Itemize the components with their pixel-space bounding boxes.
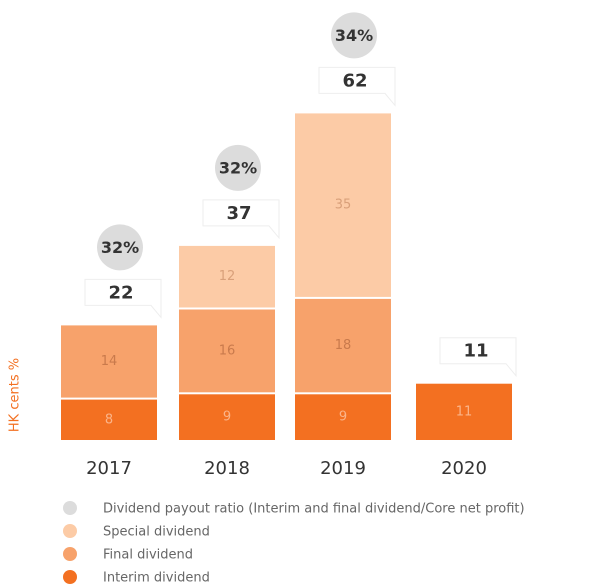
legend-label: Final dividend <box>103 548 193 563</box>
segment-label: 9 <box>223 410 231 425</box>
x-tick-label: 2018 <box>204 458 250 479</box>
x-tick-label: 2020 <box>441 458 487 479</box>
total-callout <box>439 337 517 378</box>
segment-label: 12 <box>219 269 236 284</box>
bar-segment <box>295 298 391 393</box>
ratio-label: 34% <box>335 26 373 45</box>
total-label: 37 <box>226 203 251 224</box>
total-label: 62 <box>342 70 367 91</box>
bar-segment <box>295 113 391 297</box>
ratio-bubble <box>215 144 261 191</box>
bar-segment <box>416 383 512 440</box>
ratio-label: 32% <box>101 238 139 257</box>
total-label: 22 <box>108 282 133 303</box>
segment-label: 8 <box>105 412 113 427</box>
x-tick-label: 2019 <box>320 458 366 479</box>
segment-label: 16 <box>219 343 236 358</box>
legend-swatch <box>63 547 77 561</box>
total-callout <box>202 199 280 240</box>
legend-swatch <box>63 501 77 515</box>
ratio-bubble <box>97 224 143 271</box>
legend-label: Special dividend <box>103 525 210 540</box>
y-axis-label: HK cents % <box>8 358 23 432</box>
bar-segment <box>61 399 157 440</box>
total-callout <box>318 66 396 107</box>
bar-segment <box>179 394 275 440</box>
legend-swatch <box>63 524 77 538</box>
total-label: 11 <box>463 341 488 362</box>
x-tick-label: 2017 <box>86 458 132 479</box>
legend-swatch <box>63 570 77 584</box>
segment-label: 18 <box>335 338 352 353</box>
bar-segment <box>61 325 157 398</box>
ratio-bubble <box>331 12 377 59</box>
total-callout <box>84 278 162 319</box>
legend-label: Dividend payout ratio (Interim and final… <box>103 502 525 517</box>
segment-label: 14 <box>101 354 118 369</box>
bar-segment <box>295 394 391 440</box>
segment-label: 11 <box>456 404 473 419</box>
bar-segment <box>179 245 275 308</box>
segment-label: 9 <box>339 410 347 425</box>
legend-label: Interim dividend <box>103 571 210 586</box>
ratio-label: 32% <box>219 158 257 177</box>
bar-segment <box>179 309 275 393</box>
segment-label: 35 <box>335 198 352 213</box>
